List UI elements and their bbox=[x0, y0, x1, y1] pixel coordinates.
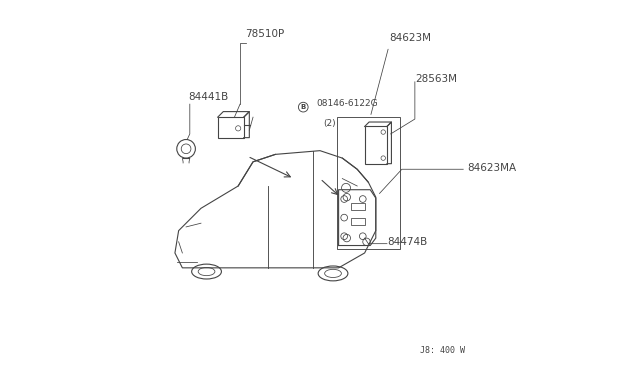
Bar bbox=[218, 117, 244, 138]
Text: 84623MA: 84623MA bbox=[467, 163, 516, 173]
Text: 84474B: 84474B bbox=[387, 237, 428, 247]
Text: 08146-6122G: 08146-6122G bbox=[316, 99, 378, 108]
Text: 28563M: 28563M bbox=[415, 74, 457, 84]
Text: (2): (2) bbox=[324, 119, 337, 128]
Text: 84441B: 84441B bbox=[188, 92, 228, 102]
Text: J8: 400 W: J8: 400 W bbox=[420, 346, 465, 355]
Bar bbox=[351, 203, 365, 210]
Text: 78510P: 78510P bbox=[246, 29, 285, 39]
Bar bbox=[337, 117, 400, 249]
Text: 84623M: 84623M bbox=[389, 33, 431, 43]
Text: B: B bbox=[301, 104, 306, 110]
Bar bbox=[351, 218, 365, 225]
Bar bbox=[365, 126, 387, 164]
